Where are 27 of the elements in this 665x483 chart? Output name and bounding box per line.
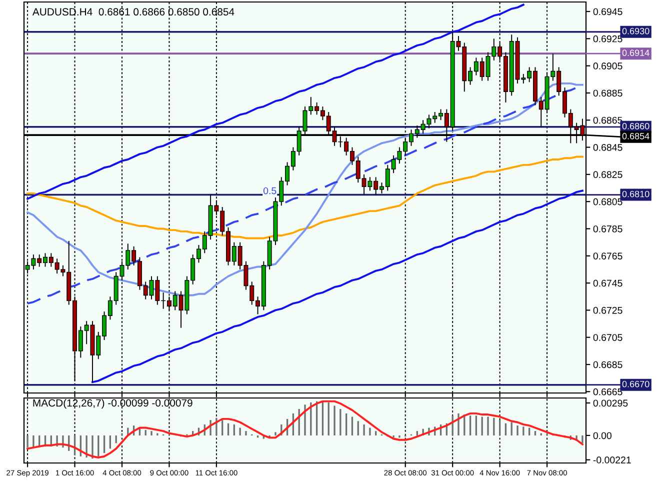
y-tick-label: 0.6945 — [593, 8, 622, 16]
y-tick-label: 0.6725 — [593, 306, 622, 314]
chart-title: MACD(12,26,7) -0.00099 -0.00079 — [33, 398, 192, 409]
ref-line-label: 0.6810 — [622, 190, 650, 198]
y-tick-label: 0.6865 — [593, 116, 622, 124]
ref-line-label: 0.6860 — [622, 122, 650, 130]
ref-line-label: 0.6854 — [622, 132, 650, 140]
annotation: 0.5 — [263, 187, 276, 194]
ref-line-label: 0.6914 — [622, 50, 650, 56]
y-tick-label: 0.6805 — [593, 198, 622, 206]
y-tick-label: 0.00295 — [593, 400, 628, 407]
chart-title: AUDUSD.H4 0.6861 0.6866 0.6850 0.6854 — [32, 8, 234, 16]
y-tick-label: 0.6705 — [593, 334, 622, 341]
y-tick-label: 0.6765 — [593, 252, 622, 260]
y-tick-label: 0.6925 — [593, 35, 622, 42]
y-tick-label: 0.6845 — [593, 144, 622, 151]
y-tick-label: 0.6685 — [593, 361, 622, 368]
y-tick-label: 0.6745 — [593, 280, 622, 287]
y-tick-label: 0.6885 — [593, 90, 622, 97]
y-tick-label: 0.6825 — [593, 171, 622, 178]
y-tick-label: 0.6785 — [593, 225, 622, 232]
y-tick-label: 0.00 — [593, 432, 612, 440]
y-tick-label: -0.00221 — [593, 456, 631, 464]
y-tick-label: 0.6665 — [593, 388, 622, 396]
y-tick-label: 0.6905 — [593, 62, 622, 70]
ref-line-label: 0.6670 — [622, 380, 650, 388]
ref-line-label: 0.6930 — [622, 28, 650, 34]
